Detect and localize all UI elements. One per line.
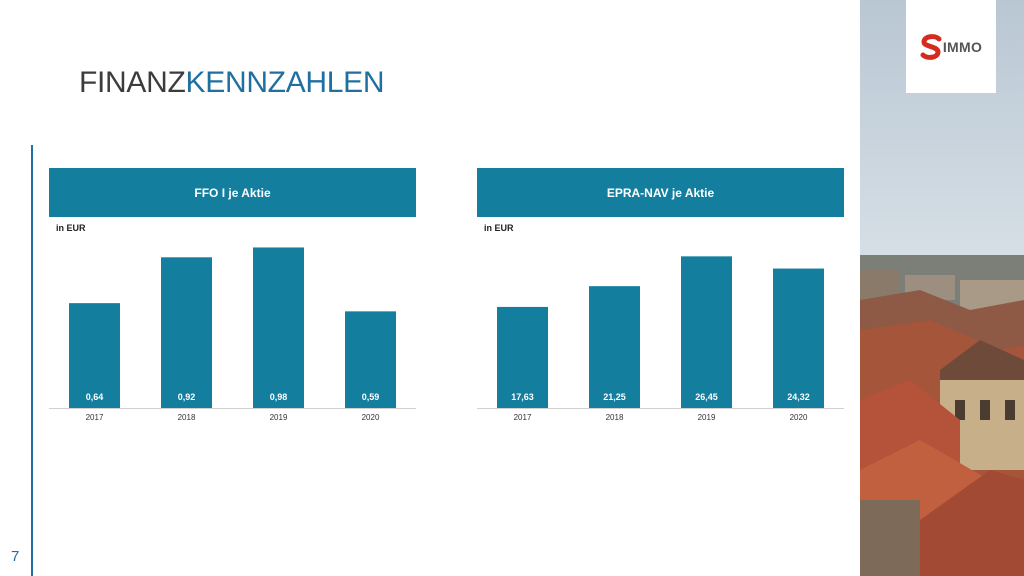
chart-unit-label-epra-nav: in EUR <box>484 223 514 233</box>
chart-panel-epra-nav: EPRA-NAV je Aktie in EUR 17,63 2017 21,25 2… <box>477 168 844 430</box>
logo-text: IMMO <box>942 38 983 55</box>
bar-2018 <box>589 286 640 408</box>
chart-title-epra-nav: EPRA-NAV je Aktie <box>477 168 844 217</box>
x-tick-label-2020: 2020 <box>362 413 380 422</box>
data-label-2020: 24,32 <box>787 392 810 402</box>
chart-epra-nav: 17,63 2017 21,25 2018 26,45 2019 24,32 2020 <box>477 256 844 422</box>
data-label-2017: 0,64 <box>86 392 104 402</box>
x-tick-label-2017: 2017 <box>86 413 104 422</box>
bar-2019 <box>681 256 732 408</box>
data-label-2018: 21,25 <box>603 392 626 402</box>
data-label-2020: 0,59 <box>362 392 380 402</box>
chart-ffo: 0,64 2017 0,92 2018 0,98 2019 0,59 2020 <box>49 247 416 422</box>
city-rooftops-photo <box>860 0 1024 576</box>
bar-2017 <box>69 303 120 408</box>
bar-2020 <box>345 311 396 408</box>
bar-2020 <box>773 268 824 408</box>
page-title-part1: FINANZ <box>79 66 186 99</box>
x-tick-label-2019: 2019 <box>270 413 288 422</box>
s-immo-logo-icon <box>920 33 942 60</box>
x-tick-label-2020: 2020 <box>790 413 808 422</box>
data-label-2019: 0,98 <box>270 392 288 402</box>
bar-2017 <box>497 306 548 408</box>
data-label-2019: 26,45 <box>695 392 718 402</box>
x-tick-label-2019: 2019 <box>698 413 716 422</box>
bar-2019 <box>253 247 304 408</box>
logo: IMMO <box>906 0 996 93</box>
bar-2018 <box>161 257 212 408</box>
x-tick-label-2018: 2018 <box>178 413 196 422</box>
x-tick-label-2017: 2017 <box>514 413 532 422</box>
chart-panel-ffo: FFO I je Aktie in EUR 0,64 2017 0,92 2018 0,… <box>49 168 416 430</box>
page-number: 7 <box>11 548 20 565</box>
accent-vertical-line <box>31 145 33 576</box>
page-title-part2: KENNZAHLEN <box>185 66 385 99</box>
chart-unit-label-ffo: in EUR <box>56 223 86 233</box>
chart-title-ffo: FFO I je Aktie <box>49 168 416 217</box>
data-label-2018: 0,92 <box>178 392 196 402</box>
page-title: FINANZKENNZAHLEN <box>79 66 385 100</box>
x-tick-label-2018: 2018 <box>606 413 624 422</box>
data-label-2017: 17,63 <box>511 392 534 402</box>
